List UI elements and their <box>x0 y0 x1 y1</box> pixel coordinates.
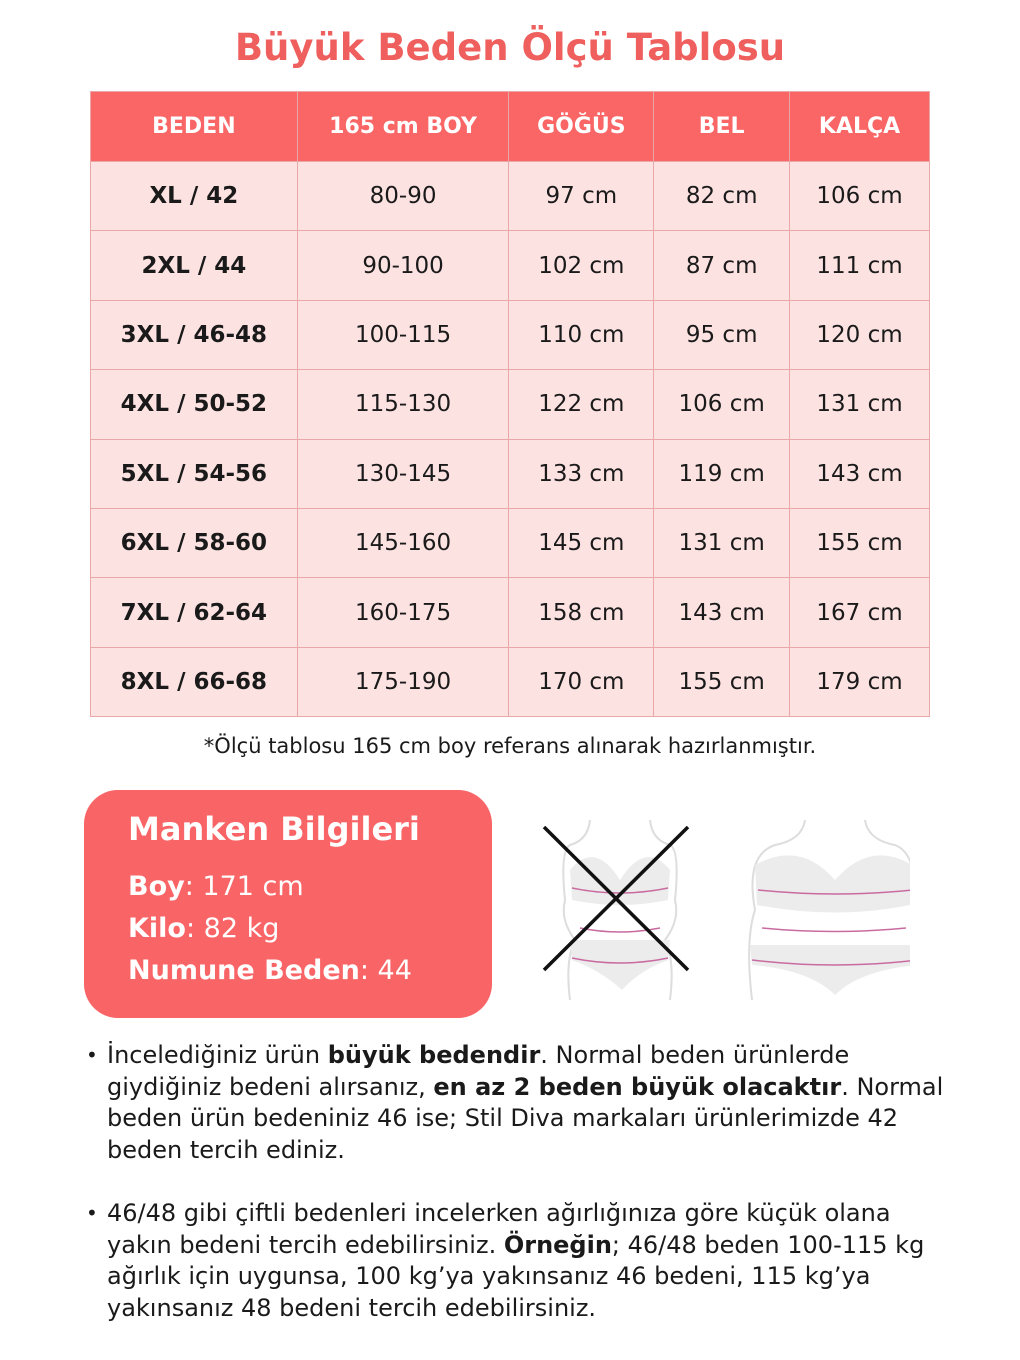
table-note: *Ölçü tablosu 165 cm boy referans alınar… <box>203 734 817 758</box>
page-title: Büyük Beden Ölçü Tablosu <box>234 26 786 69</box>
size-cell: XL / 42 <box>90 160 298 232</box>
size-cell: 3XL / 46-48 <box>90 299 298 371</box>
value-cell: 80-90 <box>296 160 510 232</box>
size-table: BEDEN 165 cm BOY GÖĞÜS BEL KALÇA XL / 42 80-9… <box>90 91 930 718</box>
value: : 171 cm <box>184 871 304 902</box>
column-header: BEDEN <box>90 91 298 162</box>
value-cell: 155 cm <box>653 646 791 718</box>
table-row: 8XL / 66-68 175-190 170 cm 155 cm 179 cm <box>90 646 930 718</box>
label: Kilo <box>128 913 186 944</box>
bullet-text: İncelediğiniz ürün büyük bedendir. Norma… <box>107 1040 946 1166</box>
value-cell: 119 cm <box>653 438 791 509</box>
text: . Normal beden ürünlerde giydiğiniz bede… <box>107 1041 850 1101</box>
size-cell: 6XL / 58-60 <box>90 507 298 579</box>
value: : 44 <box>359 955 412 986</box>
text: İncelediğiniz ürün <box>107 1041 328 1069</box>
label: Numune Beden <box>128 955 360 986</box>
table-row: 3XL / 46-48 100-115 110 cm 95 cm 120 cm <box>90 299 930 371</box>
value-cell: 100-115 <box>296 299 510 371</box>
text: . Normal beden ürün bedeniniz 46 ise; St… <box>107 1072 944 1164</box>
size-cell: 4XL / 50-52 <box>90 369 298 440</box>
value-cell: 158 cm <box>508 577 655 648</box>
info-bullets: • İncelediğiniz ürün büyük bedendir. Norm… <box>86 1040 946 1356</box>
value-cell: 131 cm <box>789 369 930 440</box>
value-cell: 111 cm <box>789 230 930 301</box>
model-info-card: Manken Bilgileri Boy: 171 cm Kilo: 82 kg… <box>84 790 492 1018</box>
text: ; 46/48 beden 100-115 kg ağırlık için uy… <box>107 1230 925 1322</box>
value-cell: 87 cm <box>653 230 791 301</box>
bullet-item: • 46/48 gibi çiftli bedenleri incelerken … <box>86 1198 946 1324</box>
value-cell: 97 cm <box>508 160 655 232</box>
size-cell: 2XL / 44 <box>90 230 298 301</box>
table-row: XL / 42 80-90 97 cm 82 cm 106 cm <box>90 160 930 232</box>
value-cell: 170 cm <box>508 646 655 718</box>
crossed-out-body-measurement-icon <box>542 819 690 1001</box>
value-cell: 133 cm <box>508 438 655 509</box>
value-cell: 110 cm <box>508 299 655 371</box>
value-cell: 122 cm <box>508 369 655 440</box>
model-info-item: Boy: 171 cm <box>128 866 448 908</box>
value-cell: 90-100 <box>296 230 510 301</box>
value: : 82 kg <box>185 913 280 944</box>
value-cell: 143 cm <box>653 577 791 648</box>
value-cell: 95 cm <box>653 299 791 371</box>
table-row: 2XL / 44 90-100 102 cm 87 cm 111 cm <box>90 230 930 301</box>
column-header: KALÇA <box>789 91 930 162</box>
value-cell: 160-175 <box>296 577 510 648</box>
bullet-icon: • <box>86 1043 98 1067</box>
value-cell: 179 cm <box>789 646 930 718</box>
column-header: GÖĞÜS <box>508 91 655 162</box>
body-measurement-icon <box>748 819 910 1001</box>
value-cell: 167 cm <box>789 577 930 648</box>
value-cell: 131 cm <box>653 507 791 579</box>
bullet-item: • İncelediğiniz ürün büyük bedendir. Norm… <box>86 1040 946 1166</box>
model-info-item: Numune Beden: 44 <box>128 950 448 992</box>
value-cell: 143 cm <box>789 438 930 509</box>
table-row: 7XL / 62-64 160-175 158 cm 143 cm 167 cm <box>90 577 930 648</box>
value-cell: 102 cm <box>508 230 655 301</box>
model-info-item: Kilo: 82 kg <box>128 908 448 950</box>
emphasis-text: büyük bedendir <box>327 1041 541 1069</box>
size-cell: 7XL / 62-64 <box>90 577 298 648</box>
table-row: 4XL / 50-52 115-130 122 cm 106 cm 131 cm <box>90 369 930 440</box>
value-cell: 145 cm <box>508 507 655 579</box>
table-row: 5XL / 54-56 130-145 133 cm 119 cm 143 cm <box>90 438 930 509</box>
column-header: BEL <box>653 91 791 162</box>
emphasis-text: en az 2 beden büyük olacaktır <box>433 1072 842 1101</box>
size-cell: 8XL / 66-68 <box>90 646 298 718</box>
emphasis-text: Örneğin <box>503 1230 612 1259</box>
value-cell: 145-160 <box>296 507 510 579</box>
column-header: 165 cm BOY <box>296 91 510 162</box>
bullet-text: 46/48 gibi çiftli bedenleri incelerken a… <box>107 1198 946 1324</box>
body-figures <box>542 819 910 1001</box>
value-cell: 82 cm <box>653 160 791 232</box>
value-cell: 115-130 <box>296 369 510 440</box>
label: Boy <box>128 871 185 902</box>
size-cell: 5XL / 54-56 <box>90 438 298 509</box>
table-row: 6XL / 58-60 145-160 145 cm 131 cm 155 cm <box>90 507 930 579</box>
value-cell: 130-145 <box>296 438 510 509</box>
value-cell: 155 cm <box>789 507 930 579</box>
value-cell: 106 cm <box>653 369 791 440</box>
value-cell: 120 cm <box>789 299 930 371</box>
text: 46/48 gibi çiftli bedenleri incelerken a… <box>107 1199 891 1259</box>
bullet-icon: • <box>86 1201 98 1225</box>
value-cell: 175-190 <box>296 646 510 718</box>
table-header-row: BEDEN 165 cm BOY GÖĞÜS BEL KALÇA <box>90 91 930 162</box>
model-info-title: Manken Bilgileri <box>128 810 420 848</box>
value-cell: 106 cm <box>789 160 930 232</box>
